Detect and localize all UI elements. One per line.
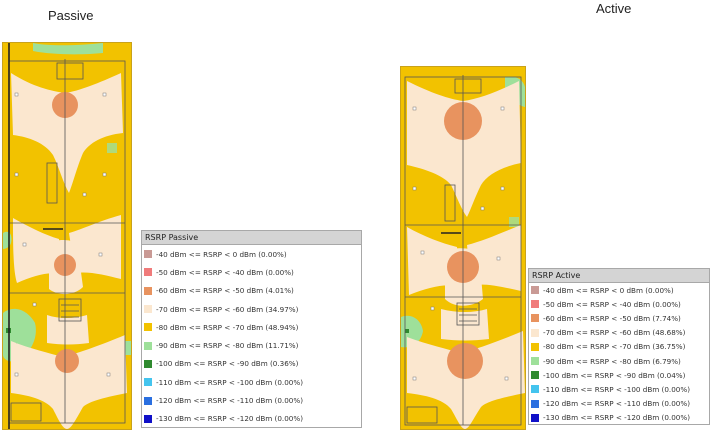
legend-item: -90 dBm <= RSRP < -80 dBm (11.71%) xyxy=(144,336,359,354)
legend-label: -130 dBm <= RSRP < -120 dBm (0.00%) xyxy=(543,413,690,423)
legend-swatch xyxy=(144,323,152,332)
legend-item: -90 dBm <= RSRP < -80 dBm (6.79%) xyxy=(531,354,707,368)
legend-label: -70 dBm <= RSRP < -60 dBm (48.68%) xyxy=(543,328,686,338)
passive-legend-header: RSRP Passive xyxy=(142,231,361,245)
passive-coverage-map xyxy=(2,42,132,430)
legend-swatch xyxy=(531,342,539,351)
legend-item: -110 dBm <= RSRP < -100 dBm (0.00%) xyxy=(531,382,707,396)
legend-swatch xyxy=(144,268,152,277)
legend-label: -70 dBm <= RSRP < -60 dBm (34.97%) xyxy=(156,304,299,314)
active-legend-rows: -40 dBm <= RSRP < 0 dBm (0.00%) -50 dBm … xyxy=(529,283,709,425)
passive-legend: RSRP Passive -40 dBm <= RSRP < 0 dBm (0.… xyxy=(141,230,362,428)
active-legend: RSRP Active -40 dBm <= RSRP < 0 dBm (0.0… xyxy=(528,268,710,425)
legend-label: -120 dBm <= RSRP < -110 dBm (0.00%) xyxy=(543,399,690,409)
active-legend-header: RSRP Active xyxy=(529,269,709,283)
legend-swatch xyxy=(144,305,152,314)
legend-swatch xyxy=(144,341,152,350)
legend-item: -110 dBm <= RSRP < -100 dBm (0.00%) xyxy=(144,373,359,391)
legend-swatch xyxy=(144,396,152,405)
legend-item: -60 dBm <= RSRP < -50 dBm (4.01%) xyxy=(144,282,359,300)
legend-label: -130 dBm <= RSRP < -120 dBm (0.00%) xyxy=(156,414,303,424)
legend-item: -40 dBm <= RSRP < 0 dBm (0.00%) xyxy=(144,245,359,263)
active-title: Active xyxy=(596,1,632,16)
legend-label: -60 dBm <= RSRP < -50 dBm (7.74%) xyxy=(543,313,681,323)
legend-label: -110 dBm <= RSRP < -100 dBm (0.00%) xyxy=(543,384,690,394)
legend-label: -80 dBm <= RSRP < -70 dBm (48.94%) xyxy=(156,322,299,332)
legend-item: -40 dBm <= RSRP < 0 dBm (0.00%) xyxy=(531,283,707,297)
legend-label: -120 dBm <= RSRP < -110 dBm (0.00%) xyxy=(156,396,303,406)
passive-legend-rows: -40 dBm <= RSRP < 0 dBm (0.00%) -50 dBm … xyxy=(142,245,361,428)
passive-heatmap xyxy=(3,43,131,429)
legend-item: -120 dBm <= RSRP < -110 dBm (0.00%) xyxy=(144,391,359,409)
legend-swatch xyxy=(531,314,539,323)
legend-swatch xyxy=(531,399,539,408)
legend-item: -70 dBm <= RSRP < -60 dBm (34.97%) xyxy=(144,300,359,318)
legend-swatch xyxy=(531,357,539,366)
legend-item: -130 dBm <= RSRP < -120 dBm (0.00%) xyxy=(144,410,359,428)
legend-label: -60 dBm <= RSRP < -50 dBm (4.01%) xyxy=(156,286,294,296)
legend-label: -80 dBm <= RSRP < -70 dBm (36.75%) xyxy=(543,342,686,352)
legend-swatch xyxy=(531,286,539,295)
legend-swatch xyxy=(531,413,539,422)
legend-label: -50 dBm <= RSRP < -40 dBm (0.00%) xyxy=(156,267,294,277)
passive-title: Passive xyxy=(48,8,94,23)
legend-label: -90 dBm <= RSRP < -80 dBm (11.71%) xyxy=(156,341,299,351)
active-coverage-map xyxy=(400,66,526,430)
legend-swatch xyxy=(531,371,539,380)
legend-swatch xyxy=(144,250,152,259)
legend-swatch xyxy=(531,385,539,394)
legend-item: -100 dBm <= RSRP < -90 dBm (0.04%) xyxy=(531,368,707,382)
legend-item: -70 dBm <= RSRP < -60 dBm (48.68%) xyxy=(531,326,707,340)
legend-swatch xyxy=(144,286,152,295)
legend-swatch xyxy=(144,414,152,423)
legend-label: -110 dBm <= RSRP < -100 dBm (0.00%) xyxy=(156,377,303,387)
legend-label: -100 dBm <= RSRP < -90 dBm (0.36%) xyxy=(156,359,299,369)
legend-label: -90 dBm <= RSRP < -80 dBm (6.79%) xyxy=(543,356,681,366)
legend-item: -50 dBm <= RSRP < -40 dBm (0.00%) xyxy=(144,263,359,281)
legend-item: -60 dBm <= RSRP < -50 dBm (7.74%) xyxy=(531,311,707,325)
legend-item: -80 dBm <= RSRP < -70 dBm (36.75%) xyxy=(531,340,707,354)
legend-item: -50 dBm <= RSRP < -40 dBm (0.00%) xyxy=(531,297,707,311)
legend-label: -50 dBm <= RSRP < -40 dBm (0.00%) xyxy=(543,299,681,309)
legend-item: -130 dBm <= RSRP < -120 dBm (0.00%) xyxy=(531,411,707,425)
legend-swatch xyxy=(144,359,152,368)
legend-label: -100 dBm <= RSRP < -90 dBm (0.04%) xyxy=(543,370,686,380)
legend-item: -100 dBm <= RSRP < -90 dBm (0.36%) xyxy=(144,355,359,373)
active-heatmap xyxy=(401,67,525,429)
legend-item: -120 dBm <= RSRP < -110 dBm (0.00%) xyxy=(531,397,707,411)
legend-label: -40 dBm <= RSRP < 0 dBm (0.00%) xyxy=(543,285,674,295)
legend-item: -80 dBm <= RSRP < -70 dBm (48.94%) xyxy=(144,318,359,336)
legend-swatch xyxy=(531,300,539,309)
legend-swatch xyxy=(144,378,152,387)
legend-swatch xyxy=(531,328,539,337)
legend-label: -40 dBm <= RSRP < 0 dBm (0.00%) xyxy=(156,249,287,259)
